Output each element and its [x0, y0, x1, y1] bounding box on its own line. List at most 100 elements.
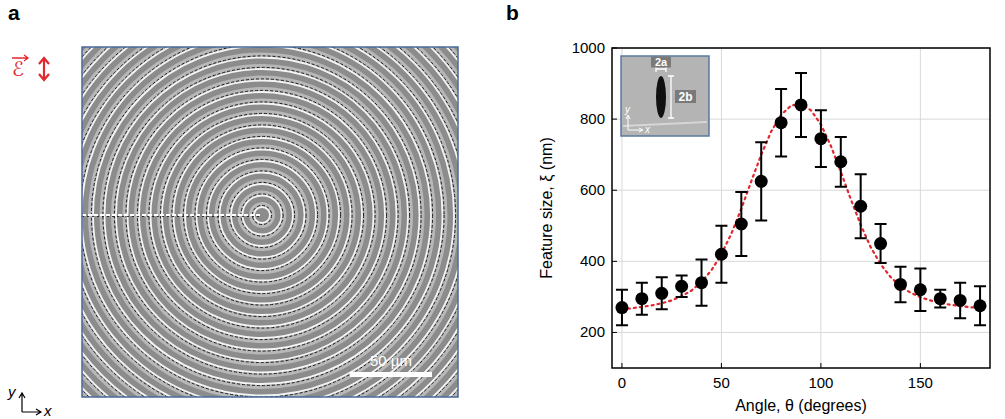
error-bar [934, 290, 946, 308]
data-point [834, 155, 847, 168]
ring-band [82, 47, 458, 397]
ring-bright [82, 47, 458, 397]
data-point [735, 218, 748, 231]
axis-arrows [19, 393, 41, 415]
ring-dark [183, 136, 340, 293]
ring-bright [82, 47, 458, 397]
grid-line-y [612, 190, 990, 191]
ring-band [82, 47, 458, 397]
axis-title-x: Angle, θ (degrees) [735, 397, 867, 414]
ring-dark [82, 47, 458, 397]
error-bar [875, 224, 887, 263]
data-point [854, 200, 867, 213]
tick-label-y: 400 [580, 252, 605, 269]
tick-label-x: 150 [908, 374, 933, 391]
ring-dark [82, 47, 458, 397]
data-point [914, 283, 927, 296]
axis-label-x: x [43, 402, 52, 419]
data-point [894, 278, 907, 291]
grid-line-y [612, 261, 990, 262]
ring-band [82, 47, 458, 397]
label-patch [651, 57, 671, 68]
inset-label-2a: 2a [655, 56, 668, 68]
error-bar [676, 276, 688, 297]
ring-bright [82, 47, 458, 397]
error-bar [954, 283, 966, 319]
grid-line-x [820, 48, 821, 368]
error-bar [715, 226, 727, 283]
tick-label-x: 0 [618, 374, 626, 391]
polarization-arrow [39, 58, 49, 80]
plot-data [615, 73, 986, 325]
data-point [775, 116, 788, 129]
scale-label: 50 µm [370, 352, 412, 369]
figure: aℰ50 µmyxb0501001502004006008001000Angle… [0, 0, 1005, 419]
ring-bright [82, 47, 443, 396]
axis-title-y: Feature size, ξ (nm) [538, 137, 556, 278]
inset: 2a2byx [621, 56, 709, 136]
inset-label-2b: 2b [678, 90, 692, 104]
panel-letter: a [8, 1, 20, 24]
data-point [695, 276, 708, 289]
data-point [655, 287, 668, 300]
cut-line [82, 214, 262, 216]
ring-dark [82, 47, 456, 397]
error-bar [616, 290, 628, 326]
grid [612, 48, 990, 368]
error-bar [815, 110, 827, 167]
data-point [814, 132, 827, 145]
ring-band [82, 47, 446, 397]
ring-bright [82, 47, 458, 397]
panel-letter: b [506, 1, 519, 24]
error-bar [656, 277, 668, 309]
ring-band [82, 47, 458, 397]
error-bar [855, 174, 867, 238]
data-point [954, 294, 967, 307]
data-point [934, 292, 947, 305]
ring-dark [82, 47, 458, 397]
micrograph-frame [82, 47, 458, 397]
data-point [715, 248, 728, 261]
ring-dark [82, 47, 458, 397]
error-bar [795, 73, 807, 137]
ring-dark [82, 47, 458, 397]
error-bar [974, 286, 986, 325]
ring-band [82, 47, 458, 397]
inset-axis-y: y [624, 104, 631, 115]
ring-bright [82, 47, 458, 397]
error-bar [835, 137, 847, 187]
ring-band [82, 47, 458, 397]
inset-bg [621, 56, 709, 136]
data-point [795, 98, 808, 111]
grid-line-x [721, 48, 722, 368]
ring-band [82, 47, 458, 397]
grid-line-y [612, 332, 990, 333]
error-bar [775, 89, 787, 157]
tick-label-x: 100 [808, 374, 833, 391]
tick-label-y: 600 [580, 181, 605, 198]
inset-texture [623, 122, 707, 126]
scale-bar [350, 372, 432, 377]
ring-bright [82, 47, 458, 397]
inset-axes [626, 115, 643, 132]
cut-line-dark [82, 216, 262, 217]
ring-dark [82, 47, 458, 397]
ring-bright [82, 47, 458, 397]
ring-band [82, 47, 458, 397]
error-bar [735, 192, 747, 256]
ring-bright [82, 47, 458, 397]
ring-dark [82, 47, 458, 397]
ring-band [82, 47, 457, 397]
tick-label-x: 50 [713, 374, 730, 391]
ring-bright [82, 47, 458, 397]
inset-feature [656, 76, 666, 118]
data-point [635, 292, 648, 305]
data-point [615, 301, 628, 314]
label-patch [675, 90, 696, 103]
bracket-b [668, 76, 674, 118]
ring-band [90, 47, 434, 387]
tick-label-y: 200 [580, 323, 605, 340]
ring-dark [82, 47, 458, 397]
ring-band [82, 47, 458, 397]
ring-bright [82, 47, 458, 397]
